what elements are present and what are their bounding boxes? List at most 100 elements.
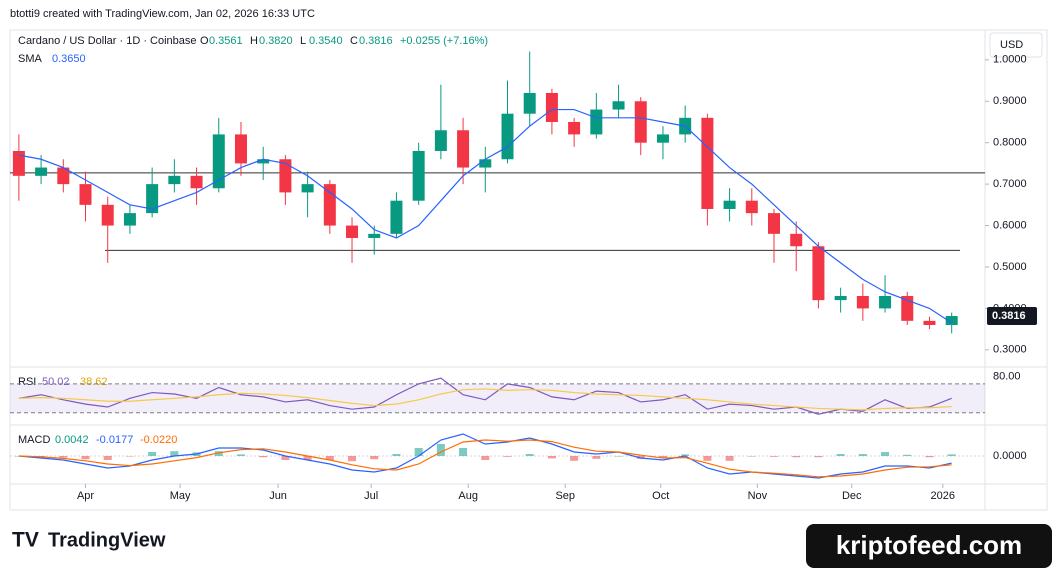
currency-box[interactable] [989, 32, 1043, 58]
candle-body [501, 113, 514, 160]
macd-histogram-bar [703, 456, 712, 461]
candle-body [790, 233, 803, 247]
macd-histogram-bar [903, 454, 912, 456]
candle-body [323, 184, 336, 226]
macd-histogram-bar [547, 456, 556, 459]
macd-histogram-bar [681, 454, 690, 456]
candle-body [901, 295, 914, 321]
candle-body [368, 233, 381, 238]
macd-histogram-bar [148, 452, 157, 456]
signal-value: -0.0220 [140, 434, 177, 446]
candle-body [57, 167, 70, 185]
candle-body [656, 134, 669, 143]
macd-histogram-bar [81, 456, 90, 460]
candle-body [479, 159, 492, 168]
macd-histogram-bar [214, 451, 223, 456]
macd-value: -0.0177 [96, 434, 133, 446]
candle-body [568, 121, 581, 135]
macd-histogram-bar [925, 456, 934, 458]
candle-body [123, 213, 136, 226]
frame [9, 29, 1048, 511]
macd-histogram-bar [570, 456, 579, 461]
candle-body [234, 134, 247, 164]
macd-histogram-bar [259, 456, 268, 458]
macd-histogram-bar [348, 456, 357, 462]
ohlc-value: 0.3816 [359, 35, 393, 47]
macd-histogram-bar [770, 456, 779, 457]
macd-histogram-bar [725, 456, 734, 461]
sma-line [18, 108, 953, 324]
candle-body [523, 92, 536, 114]
x-tick-label: Sep [555, 490, 575, 502]
rsi-ma-value: 38.62 [80, 376, 108, 388]
x-tick-label: May [170, 490, 191, 502]
macd-histogram-bar [236, 454, 245, 456]
logo-mark: TV [12, 529, 39, 552]
macd-histogram-bar [459, 448, 468, 456]
macd-histogram-bar [392, 454, 401, 456]
credit: btotti9 created with TradingView.com, Ja… [10, 8, 315, 20]
y-tick-label: 0.3000 [993, 344, 1027, 356]
macd-histogram-bar [281, 456, 290, 460]
y-tick-label: 0.8000 [993, 137, 1027, 149]
candle-body [101, 204, 114, 226]
price-label: 0.3816 [992, 310, 1026, 322]
macd-line [18, 433, 952, 479]
candle-body [390, 200, 403, 234]
y-tick-label: 0.5000 [993, 261, 1027, 273]
macd-histogram-bar [303, 456, 312, 460]
candle-body [301, 184, 314, 193]
signal-line [18, 439, 952, 478]
currency[interactable]: USD [1000, 39, 1023, 51]
candle-body [257, 159, 270, 164]
macd-name: MACD [18, 434, 50, 446]
candle-body [279, 159, 292, 193]
candle-body [168, 175, 181, 185]
macd-histogram-bar [125, 456, 134, 457]
y-tick-label: 0.7000 [993, 178, 1027, 190]
macd-histogram-bar [881, 452, 890, 456]
candle-body [634, 101, 647, 143]
macd-histogram-bar [525, 454, 534, 456]
y-tick-label: 0.6000 [993, 219, 1027, 231]
macd-histogram-bar [858, 454, 867, 456]
x-tick-label: 2026 [931, 490, 955, 502]
x-tick-label: Jul [364, 490, 378, 502]
candle-body [879, 295, 892, 309]
candle-body [834, 295, 847, 301]
candle-body [190, 175, 203, 189]
y-tick-label: 0.9000 [993, 95, 1027, 107]
candle-body [12, 150, 25, 176]
macd-histogram-bar [658, 456, 667, 458]
candle-body [723, 200, 736, 209]
candle-body [923, 320, 936, 325]
macd-histogram-bar [836, 454, 845, 456]
macd-histogram-bar [325, 456, 334, 460]
rsi-band-fill [10, 383, 985, 413]
ohlc-value: 0.3561 [209, 35, 243, 47]
macd-histogram-bar [503, 456, 512, 457]
candle-body [35, 167, 48, 176]
macd-histogram-bar [747, 456, 756, 457]
candle-body [768, 213, 781, 234]
x-tick-label: Aug [458, 490, 478, 502]
candle-body [346, 225, 359, 238]
macd-histogram-bar [414, 448, 423, 456]
macd-histogram-bar [170, 451, 179, 456]
ohlc-key: H [250, 35, 258, 47]
x-tick-label: Jun [269, 490, 287, 502]
y-tick-label: 0.0000 [993, 450, 1027, 462]
x-tick-label: Oct [652, 490, 669, 502]
macd-histogram-bar [370, 456, 379, 460]
brand: TradingView [48, 529, 166, 551]
candle-body [590, 109, 603, 135]
chart-title: Cardano / US Dollar · 1D · Coinbase [18, 35, 197, 47]
macd-histogram-bar [592, 456, 601, 459]
sma-value: 0.3650 [52, 53, 86, 65]
change: +0.0255 (+7.16%) [400, 35, 488, 47]
rsi-name: RSI [18, 376, 36, 388]
candle-body [79, 184, 92, 205]
candle-body [945, 316, 958, 325]
y-tick-label: 1.0000 [993, 54, 1027, 66]
